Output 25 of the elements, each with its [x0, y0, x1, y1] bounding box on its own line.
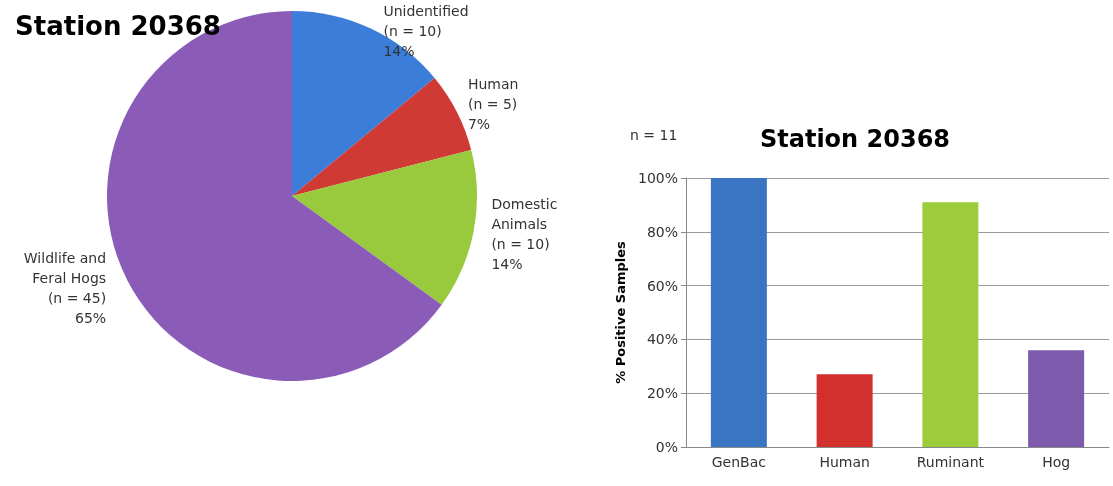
slice-label: Human (n = 5): [467, 75, 519, 112]
x-tick-label: GenBac: [711, 454, 766, 470]
data-label: 65%: [75, 310, 107, 327]
bar: [710, 178, 767, 447]
data-label: 14%: [491, 256, 523, 273]
text: n = 11: [630, 127, 678, 143]
y-tick-label: 40%: [646, 331, 678, 348]
x-tick-label: Hog: [1042, 454, 1071, 470]
chart-title: Station 20368: [759, 125, 951, 153]
slice-label: Wildlife and Feral Hogs (n = 45): [23, 250, 107, 307]
chart-title: Station 20368: [15, 11, 221, 41]
bar: [922, 202, 979, 447]
y-axis-title: % Positive Samples: [613, 240, 629, 384]
x-tick-label: Ruminant: [916, 454, 985, 470]
y-tick-label: 80%: [646, 223, 678, 240]
bar: [816, 374, 873, 447]
x-tick-label: Human: [819, 454, 870, 470]
data-label: 7%: [467, 115, 491, 132]
y-tick-label: 100%: [637, 170, 678, 186]
y-tick-label: 0%: [655, 439, 678, 455]
bar: [1028, 350, 1085, 447]
slice-label: Unidentified (n = 10): [383, 3, 469, 39]
y-tick-label: 20%: [646, 385, 678, 402]
slice-label: Domestic Animals (n = 10): [491, 196, 558, 253]
y-tick-label: 60%: [646, 277, 678, 294]
